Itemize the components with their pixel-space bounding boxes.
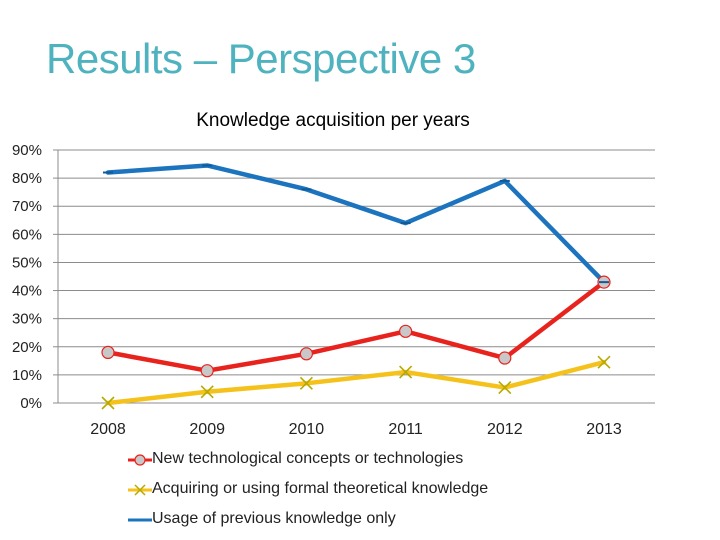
ytick-label-30: 30% xyxy=(12,311,42,328)
xtick-label-2012: 2012 xyxy=(487,421,523,438)
point-formal-knowledge-2010 xyxy=(299,376,313,390)
ytick-label-50: 50% xyxy=(12,254,42,271)
legend-swatch-formal-knowledge xyxy=(128,484,152,496)
point-new-tech-2008 xyxy=(101,345,115,359)
ytick-label-40: 40% xyxy=(12,283,42,300)
legend-item-new-tech: New technological concepts or technologi… xyxy=(128,448,608,472)
legend-label-formal-knowledge: Acquiring or using formal theoretical kn… xyxy=(152,480,489,497)
series-line-previous-knowledge xyxy=(105,163,607,285)
point-formal-knowledge-2012 xyxy=(498,380,512,395)
point-formal-knowledge-2008 xyxy=(101,396,115,410)
slide-title: Results – Perspective 3 xyxy=(46,35,476,82)
legend-item-previous-knowledge: Usage of previous knowledge only xyxy=(128,508,608,532)
ytick-label-70: 70% xyxy=(12,198,42,215)
legend-label-new-tech: New technological concepts or technologi… xyxy=(152,450,464,467)
legend-item-formal-knowledge: Acquiring or using formal theoretical kn… xyxy=(128,478,608,502)
xtick-label-2008: 2008 xyxy=(90,421,126,438)
ytick-label-20: 20% xyxy=(12,339,42,356)
xtick-label-2010: 2010 xyxy=(289,421,325,438)
legend-swatch-previous-knowledge xyxy=(128,518,152,522)
point-formal-knowledge-2013 xyxy=(597,355,611,369)
legend-label-previous-knowledge: Usage of previous knowledge only xyxy=(152,510,396,527)
ytick-label-0: 0% xyxy=(20,395,42,412)
legend-swatch-new-tech xyxy=(128,454,152,466)
xtick-label-2009: 2009 xyxy=(189,421,225,438)
point-formal-knowledge-2011 xyxy=(399,365,413,379)
point-new-tech-2011 xyxy=(399,324,413,338)
series-line-formal-knowledge xyxy=(105,359,607,406)
xtick-label-2013: 2013 xyxy=(586,421,622,438)
ytick-label-90: 90% xyxy=(12,142,42,159)
chart-title: Knowledge acquisition per years xyxy=(196,110,470,131)
point-new-tech-2012 xyxy=(498,351,512,365)
series-line-new-tech xyxy=(105,279,607,373)
ytick-label-10: 10% xyxy=(12,367,42,384)
xtick-label-2011: 2011 xyxy=(388,421,423,438)
point-new-tech-2010 xyxy=(299,347,313,361)
point-formal-knowledge-2009 xyxy=(200,385,214,399)
point-new-tech-2009 xyxy=(200,364,214,378)
ytick-label-60: 60% xyxy=(12,226,42,243)
ytick-label-80: 80% xyxy=(12,170,42,187)
